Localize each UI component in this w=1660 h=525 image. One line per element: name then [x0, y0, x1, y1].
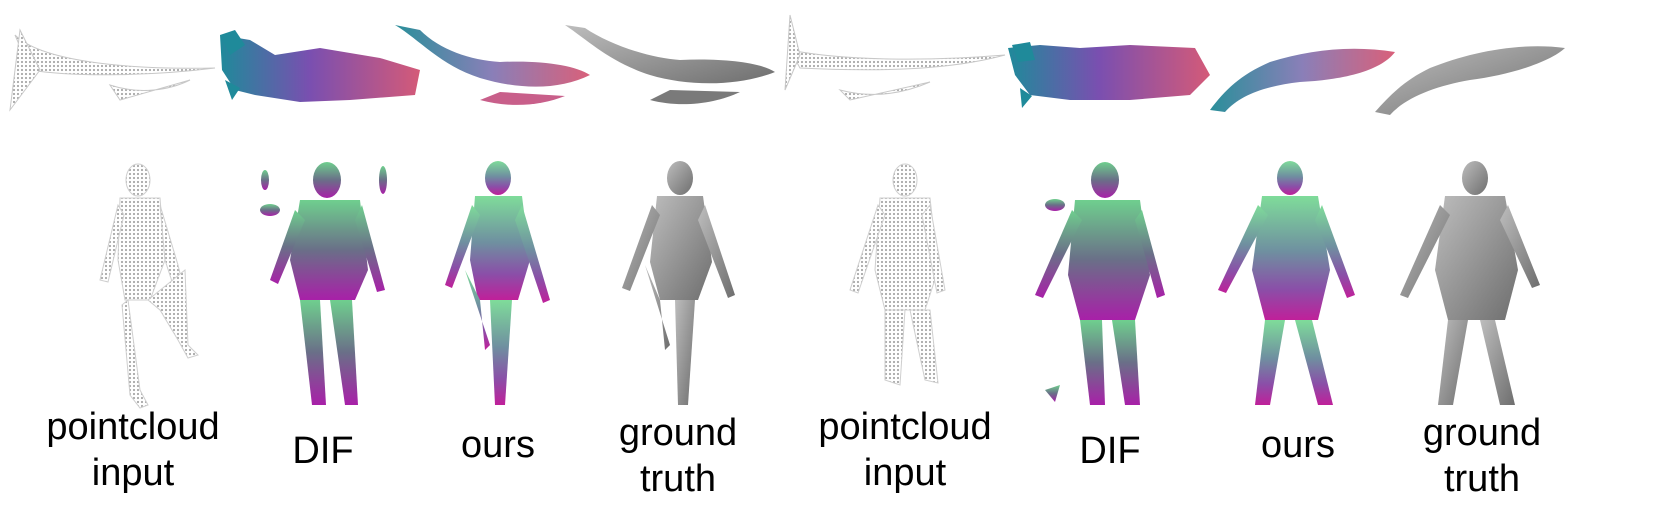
caption-pointcloud-input-right: pointcloud input [818, 406, 992, 494]
whale-dif-left [220, 30, 420, 102]
whale-pointcloud-right [784, 14, 1006, 101]
caption-ground-truth-left: ground truth [618, 412, 738, 500]
whale-ground-truth-left [565, 25, 775, 105]
human-ground-truth-right [1400, 161, 1540, 405]
whale-pointcloud-left [9, 28, 216, 112]
whale-dif-right [1008, 42, 1210, 108]
whale-ours-right [1210, 48, 1395, 112]
caption-dif-right: DIF [1079, 430, 1141, 472]
caption-ours-left: ours [461, 424, 535, 466]
human-ours-left [445, 161, 550, 405]
human-pointcloud-left [99, 163, 199, 409]
whale-ours-left [395, 25, 590, 105]
human-dif-right [1035, 162, 1165, 405]
human-pointcloud-right [849, 163, 946, 386]
human-ground-truth-left [622, 161, 735, 405]
caption-pointcloud-input-left: pointcloud input [46, 406, 220, 494]
whale-ground-truth-right [1375, 46, 1565, 115]
caption-ground-truth-right: ground truth [1422, 412, 1542, 500]
caption-ours-right: ours [1261, 424, 1335, 466]
caption-dif-left: DIF [292, 430, 354, 472]
human-dif-left [260, 162, 387, 405]
human-ours-right [1218, 161, 1355, 405]
